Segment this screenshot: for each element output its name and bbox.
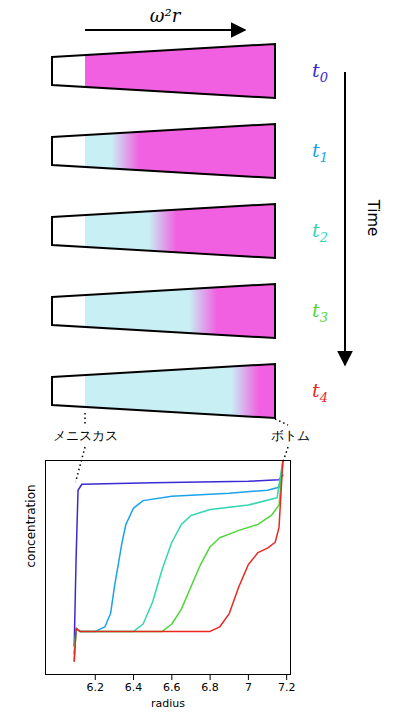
svg-text:t4: t4 — [312, 379, 328, 405]
svg-text:7: 7 — [245, 681, 252, 694]
svg-text:6.8: 6.8 — [201, 681, 219, 694]
svg-text:t3: t3 — [312, 299, 328, 325]
svg-text:radius: radius — [151, 697, 185, 710]
svg-text:7.2: 7.2 — [278, 681, 296, 694]
svg-text:6.6: 6.6 — [163, 681, 181, 694]
svg-text:t0: t0 — [312, 59, 328, 85]
svg-text:ボトム: ボトム — [271, 428, 310, 443]
svg-text:ω²r: ω²r — [150, 5, 182, 26]
svg-text:t1: t1 — [312, 139, 328, 165]
svg-text:6.2: 6.2 — [87, 681, 105, 694]
svg-text:6.4: 6.4 — [125, 681, 143, 694]
svg-text:concentration: concentration — [24, 484, 38, 567]
svg-text:Time: Time — [364, 199, 382, 237]
svg-text:メニスカス: メニスカス — [53, 428, 118, 443]
svg-text:t2: t2 — [312, 219, 328, 245]
